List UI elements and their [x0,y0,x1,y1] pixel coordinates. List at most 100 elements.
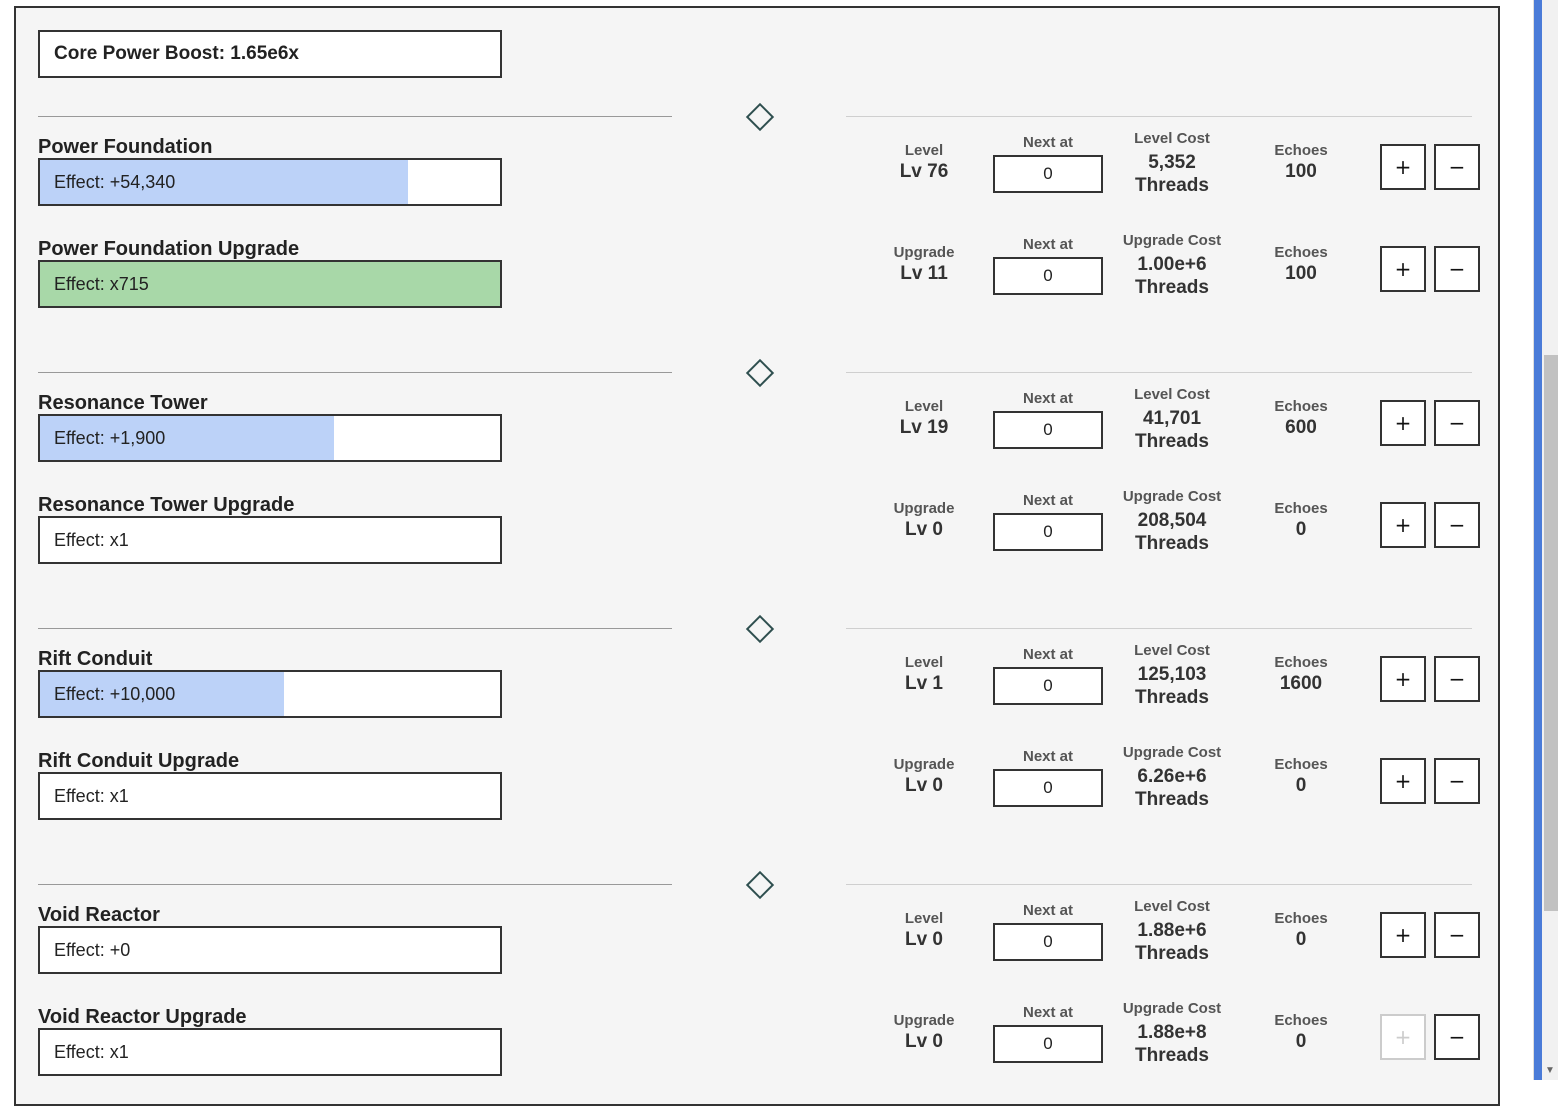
decrement-button[interactable]: − [1434,400,1480,446]
echoes-value: 600 [1285,417,1317,438]
level-label: Level [904,910,944,927]
increment-button[interactable]: + [1380,400,1426,446]
echoes-value: 0 [1295,1031,1307,1052]
divider-line-right [846,628,1472,629]
scrollbar-thumb[interactable] [1544,355,1558,911]
cost-column: Upgrade Cost 1.88e+8 Threads [1112,1000,1232,1067]
next-at-column: Next at [988,236,1108,295]
next-at-label: Next at [1022,236,1074,253]
increment-button[interactable]: + [1380,246,1426,292]
decrement-button[interactable]: − [1434,758,1480,804]
next-at-column: Next at [988,902,1108,961]
diamond-icon [745,870,775,900]
next-at-column: Next at [988,492,1108,551]
decrement-button[interactable]: − [1434,144,1480,190]
next-at-column: Next at [988,134,1108,193]
cost-amount: 41,701 [1142,408,1202,429]
next-at-input[interactable] [993,257,1103,295]
cost-label: Level Cost [1134,130,1210,147]
item-name: Power Foundation [38,136,213,158]
cost-amount: 6.26e+6 [1137,766,1207,787]
echoes-column: Echoes 100 [1260,142,1342,183]
next-at-input[interactable] [993,1025,1103,1063]
echoes-column: Echoes 600 [1260,398,1342,439]
cost-column: Upgrade Cost 6.26e+6 Threads [1112,744,1232,811]
next-at-label: Next at [1022,390,1074,407]
next-at-input[interactable] [993,513,1103,551]
effect-bar: Effect: x1 [38,1028,502,1076]
divider-line-left [38,628,672,629]
effect-bar: Effect: +1,900 [38,414,502,462]
next-at-input[interactable] [993,155,1103,193]
cost-label: Level Cost [1134,642,1210,659]
row-void-reactor: Void Reactor Effect: +0 Level Lv 0 Next … [16,898,1498,1004]
diamond-icon [745,614,775,644]
increment-button[interactable]: + [1380,912,1426,958]
next-at-input[interactable] [993,667,1103,705]
effect-bar-fill [40,416,335,460]
next-at-label: Next at [1022,646,1074,663]
row-resonance-tower: Resonance Tower Effect: +1,900 Level Lv … [16,386,1498,492]
echoes-value: 0 [1295,519,1307,540]
level-value: Lv 0 [904,929,944,950]
cost-label: Level Cost [1134,898,1210,915]
cost-amount: 125,103 [1137,664,1207,685]
divider-line-left [38,116,672,117]
next-at-input[interactable] [993,411,1103,449]
effect-bar-fill [40,672,284,716]
decrement-button[interactable]: − [1434,656,1480,702]
divider-line-right [846,372,1472,373]
item-name: Resonance Tower [38,392,208,414]
next-at-column: Next at [988,646,1108,705]
increment-button[interactable]: + [1380,758,1426,804]
decrement-button[interactable]: − [1434,502,1480,548]
increment-button[interactable]: + [1380,144,1426,190]
row-resonance-tower-upgrade: Resonance Tower Upgrade Effect: x1 Upgra… [16,488,1498,594]
increment-button[interactable]: + [1380,656,1426,702]
cost-column: Upgrade Cost 1.00e+6 Threads [1112,232,1232,299]
next-at-input[interactable] [993,923,1103,961]
next-at-label: Next at [1022,134,1074,151]
effect-bar: Effect: x715 [38,260,502,308]
next-at-label: Next at [1022,492,1074,509]
scrollbar[interactable]: ▼ [1533,0,1558,1080]
next-at-input[interactable] [993,769,1103,807]
scrollbar-edge [1534,0,1542,1080]
next-at-column: Next at [988,1004,1108,1063]
effect-text: Effect: x1 [54,1042,129,1062]
echoes-label: Echoes [1274,244,1328,261]
row-rift-conduit: Rift Conduit Effect: +10,000 Level Lv 1 … [16,642,1498,748]
effect-bar: Effect: +0 [38,926,502,974]
increment-button[interactable]: + [1380,502,1426,548]
level-column: Upgrade Lv 0 [874,500,974,541]
level-column: Level Lv 76 [874,142,974,183]
level-value: Lv 1 [904,673,944,694]
cost-label: Level Cost [1134,386,1210,403]
level-value: Lv 19 [899,417,949,438]
cost-amount: 208,504 [1137,510,1207,531]
diamond-icon [745,102,775,132]
level-label: Upgrade [893,244,955,261]
effect-text: Effect: x1 [54,530,129,550]
decrement-button[interactable]: − [1434,246,1480,292]
divider-line-right [846,884,1472,885]
level-column: Upgrade Lv 0 [874,756,974,797]
effect-text: Effect: +0 [54,940,131,960]
cost-label: Upgrade Cost [1122,488,1222,505]
item-name: Void Reactor Upgrade [38,1006,247,1028]
cost-unit: Threads [1135,533,1209,554]
echoes-value: 1600 [1279,673,1323,694]
decrement-button[interactable]: − [1434,1014,1480,1060]
item-name: Rift Conduit [38,648,153,670]
divider-line-right [846,116,1472,117]
scroll-down-arrow-icon[interactable]: ▼ [1545,1065,1555,1076]
level-value: Lv 0 [904,1031,944,1052]
effect-bar: Effect: +54,340 [38,158,502,206]
row-rift-conduit-upgrade: Rift Conduit Upgrade Effect: x1 Upgrade … [16,744,1498,850]
echoes-label: Echoes [1274,654,1328,671]
decrement-button[interactable]: − [1434,912,1480,958]
increment-button[interactable]: + [1380,1014,1426,1060]
cost-unit: Threads [1135,1045,1209,1066]
level-label: Level [904,142,944,159]
level-label: Upgrade [893,756,955,773]
